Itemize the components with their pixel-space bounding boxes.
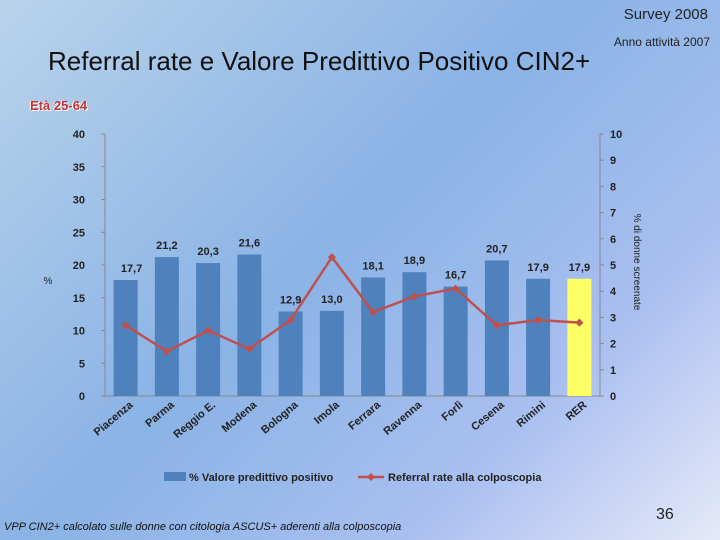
- legend-bar-swatch: [164, 472, 186, 481]
- y-tick-label: 5: [79, 358, 85, 370]
- bar-modena: [237, 254, 262, 396]
- y2-tick-label: 9: [610, 155, 616, 167]
- y-tick-label: 25: [73, 227, 85, 239]
- referral-rate-point: [245, 344, 254, 353]
- x-tick-label: RER: [564, 399, 590, 423]
- y-axis-title: %: [44, 276, 53, 287]
- survey-label: Survey 2008: [623, 6, 708, 23]
- referral-rate-point: [451, 284, 460, 293]
- referral-rate-point: [327, 253, 336, 262]
- x-tick-label: Ferrara: [346, 399, 383, 433]
- y-tick-label: 15: [73, 293, 85, 305]
- bar-value-label: 17,9: [569, 262, 590, 274]
- referral-rate-point: [121, 321, 130, 330]
- y2-tick-label: 7: [610, 208, 616, 220]
- year-label: Anno attività 2007: [613, 35, 710, 49]
- bar-value-label: 20,3: [197, 246, 218, 258]
- legend-line-marker: [367, 473, 375, 481]
- y2-tick-label: 4: [610, 286, 617, 298]
- bar-rimini: [526, 278, 551, 396]
- bar-value-label: 17,7: [121, 263, 142, 275]
- y-tick-label: 35: [73, 162, 85, 174]
- legend: % Valore predittivo positivo Referral rat…: [164, 472, 542, 484]
- y2-tick-label: 6: [610, 234, 616, 246]
- x-tick-label: Piacenza: [92, 399, 136, 439]
- y2-tick-label: 2: [610, 339, 616, 351]
- data-labels: 17,7 21,2 20,3 21,6 12,9 13,0 18,1 18,9 16,7 20,7…: [121, 238, 590, 307]
- y-tick-label: 20: [73, 260, 85, 272]
- bar-series: [113, 254, 592, 396]
- y2-tick-label: 1: [610, 365, 616, 377]
- y2-tick-label: 10: [610, 129, 622, 141]
- referral-rate-point: [369, 308, 378, 317]
- bar-imola: [319, 310, 344, 396]
- y-tick-label: 40: [73, 129, 85, 141]
- referral-rate-point: [575, 318, 584, 327]
- bar-value-label: 16,7: [445, 270, 466, 282]
- line-series: [121, 253, 584, 356]
- referral-rate-point: [410, 292, 419, 301]
- age-range-label: Età 25-64: [30, 98, 88, 113]
- referral-rate-point: [534, 316, 543, 325]
- bar-parma: [154, 257, 179, 396]
- x-tick-label: Parma: [143, 399, 177, 430]
- y2-tick-label: 5: [610, 260, 616, 272]
- x-tick-label: Rimini: [515, 399, 548, 430]
- bar-bologna: [278, 311, 303, 396]
- x-tick-label: Ravenna: [381, 399, 425, 438]
- bar-piacenza: [113, 280, 138, 396]
- referral-rate-point: [162, 347, 171, 356]
- bar-forl: [443, 286, 468, 396]
- page-number: 36: [656, 506, 674, 523]
- referral-rate-line: [124, 254, 580, 353]
- page-title: Referral rate e Valore Predittivo Positi…: [48, 46, 591, 76]
- y-tick-label: 0: [79, 391, 85, 403]
- x-tick-label: Cesena: [469, 399, 507, 434]
- bar-ferrara: [361, 277, 386, 396]
- y2-tick-label: 3: [610, 312, 616, 324]
- x-tick-label: Forlì: [440, 399, 466, 424]
- referral-rate-point: [492, 321, 501, 330]
- bar-value-label: 21,6: [239, 238, 260, 250]
- y2-tick-label: 0: [610, 391, 616, 403]
- legend-line-label: Referral rate alla colposcopia: [388, 472, 542, 484]
- bar-value-label: 12,9: [280, 295, 301, 307]
- bar-rer: [567, 278, 592, 396]
- bar-value-label: 13,0: [321, 294, 342, 306]
- y-tick-label: 30: [73, 195, 85, 207]
- y2-tick-label: 8: [610, 181, 616, 193]
- y2-axis-title: % di donne screenate: [631, 214, 642, 311]
- x-tick-label: Reggio E.: [171, 399, 218, 441]
- x-tick-label: Modena: [220, 399, 260, 435]
- bar-ravenna: [402, 272, 427, 396]
- bar-value-label: 18,1: [362, 260, 383, 272]
- bar-value-label: 20,7: [486, 243, 507, 255]
- x-tick-label: Imola: [312, 399, 342, 427]
- x-tick-label: Bologna: [259, 399, 301, 437]
- bar-value-label: 21,2: [156, 240, 177, 252]
- footnote: VPP CIN2+ calcolato sulle donne con cito…: [4, 521, 402, 533]
- referral-rate-point: [204, 326, 213, 335]
- legend-bar-label: % Valore predittivo positivo: [189, 472, 334, 484]
- bar-value-label: 17,9: [527, 262, 548, 274]
- y-tick-label: 10: [73, 326, 85, 338]
- referral-rate-point: [286, 316, 295, 325]
- bar-value-label: 18,9: [404, 255, 425, 267]
